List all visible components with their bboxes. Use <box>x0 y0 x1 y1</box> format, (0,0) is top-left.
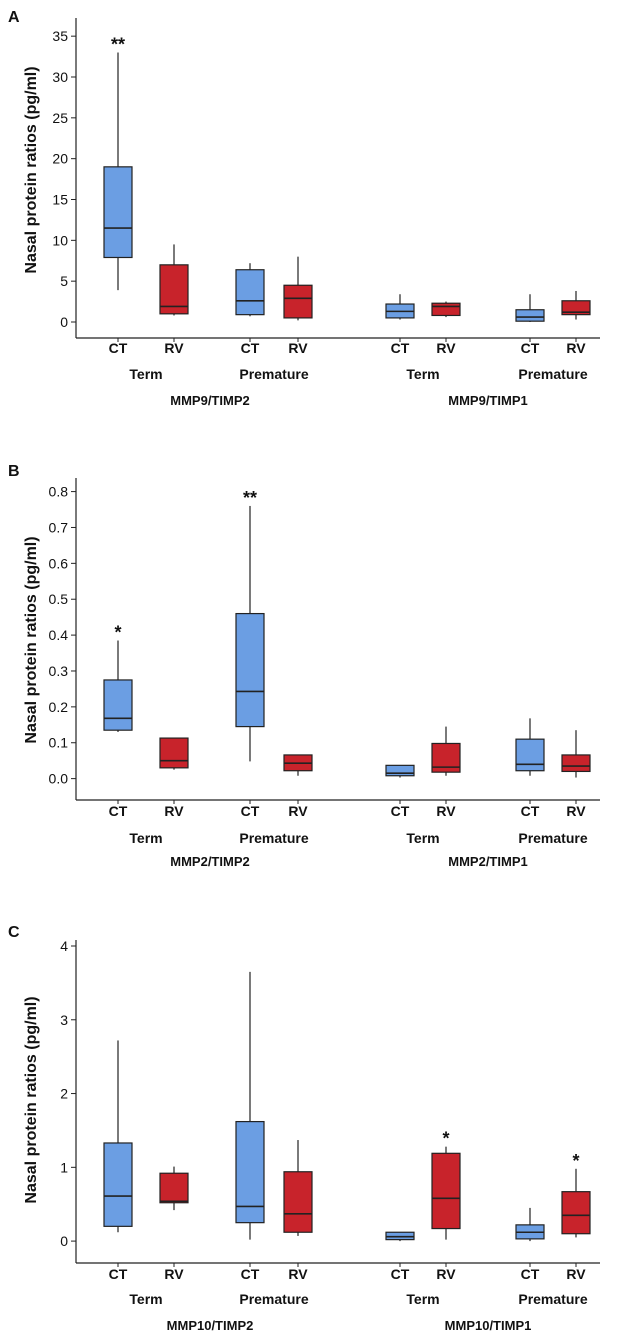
panel-a-ratio-label: MMP9/TIMP1 <box>448 393 527 408</box>
panel-a-mmp9-timp2-premature-rv-xtick-label: RV <box>288 340 308 356</box>
panel-a-mmp9-timp1-premature-rv-xtick-label: RV <box>566 340 586 356</box>
panel-a-mmp9-timp1-premature-rv-box <box>561 300 591 316</box>
panel-c-ratio-label: MMP10/TIMP1 <box>445 1318 532 1333</box>
panel-b-mmp2-timp2-premature-ct-significance: ** <box>243 488 257 508</box>
panel-a-ratio-label: MMP9/TIMP2 <box>170 393 249 408</box>
panel-a-mmp9-timp2-term-ct-xtick-label: CT <box>109 340 128 356</box>
panel-c-group-label: Premature <box>239 1291 308 1307</box>
panel-a-ytick-label: 15 <box>52 192 68 208</box>
panel-a-letter: A <box>8 9 20 26</box>
panel-b-ytick-label: 0.1 <box>49 735 69 751</box>
panel-b-mmp2-timp1-premature-ct-xtick-label: CT <box>521 803 540 819</box>
panel-b-mmp2-timp2-premature-ct-xtick-label: CT <box>241 803 260 819</box>
panel-a-mmp9-timp1-premature-ct-xtick-label: CT <box>521 340 540 356</box>
panel-c-mmp10-timp2-term-rv-xtick-label: RV <box>164 1266 184 1282</box>
panel-c-mmp10-timp2-term-ct-xtick-label: CT <box>109 1266 128 1282</box>
panel-a-ytick-label: 5 <box>60 273 68 289</box>
panel-c-ytick-label: 2 <box>60 1086 68 1102</box>
panel-c-letter: C <box>8 924 20 941</box>
panel-b-mmp2-timp1-premature-rv-box <box>561 754 591 773</box>
panel-c-mmp10-timp1-premature-rv-xtick-label: RV <box>566 1266 586 1282</box>
panel-b-mmp2-timp1-term-rv-xtick-label: RV <box>436 803 456 819</box>
panel-b-ytick-label: 0.2 <box>49 699 69 715</box>
panel-a-ytick-label: 20 <box>52 151 68 167</box>
panel-a-ytick-label: 25 <box>52 110 68 126</box>
panel-a-ytick-label: 10 <box>52 232 68 248</box>
panel-b-mmp2-timp1-premature-rv-xtick-label: RV <box>566 803 586 819</box>
panel-b-group-label: Term <box>406 830 439 846</box>
panel-a-mmp9-timp2-term-rv-box <box>159 264 189 315</box>
panel-a-ytick-label: 35 <box>52 28 68 44</box>
panel-b-mmp2-timp2-term-ct-significance: * <box>114 622 121 642</box>
panel-c-mmp10-timp1-term-ct-xtick-label: CT <box>391 1266 410 1282</box>
panel-c-mmp10-timp1-term-rv-significance: * <box>442 1129 449 1149</box>
panel-b-mmp2-timp1-term-ct-box <box>385 764 415 777</box>
panel-a-group-label: Premature <box>239 366 308 382</box>
panel-b-ytick-label: 0.3 <box>49 663 69 679</box>
panel-a-mmp9-timp2-premature-rv-box <box>283 284 313 319</box>
panel-c-mmp10-timp2-term-rv-box <box>159 1172 189 1204</box>
panel-c-group-label: Premature <box>518 1291 587 1307</box>
panel-b-mmp2-timp2-premature-ct-box <box>235 612 265 728</box>
panel-a-mmp9-timp2-premature-ct-box <box>235 269 265 316</box>
panel-c-mmp10-timp1-term-rv-xtick-label: RV <box>436 1266 456 1282</box>
panel-b-group-label: Term <box>129 830 162 846</box>
panel-b-mmp2-timp2-term-ct-xtick-label: CT <box>109 803 128 819</box>
panel-c-mmp10-timp1-premature-ct-xtick-label: CT <box>521 1266 540 1282</box>
panel-c-mmp10-timp1-premature-rv-box <box>561 1191 591 1235</box>
panel-b-mmp2-timp1-premature-ct-box <box>515 738 545 772</box>
panel-c-mmp10-timp1-premature-rv-significance: * <box>572 1151 579 1171</box>
panel-b-ylabel: Nasal protein ratios (pg/ml) <box>23 536 40 743</box>
panel-a-ytick-label: 0 <box>60 314 68 330</box>
panel-c-mmp10-timp2-premature-rv-box <box>283 1171 313 1233</box>
panel-b-mmp2-timp2-term-rv-xtick-label: RV <box>164 803 184 819</box>
panel-c-mmp10-timp2-premature-rv-xtick-label: RV <box>288 1266 308 1282</box>
panel-c-mmp10-timp2-premature-ct-xtick-label: CT <box>241 1266 260 1282</box>
panel-c-group-label: Term <box>406 1291 439 1307</box>
panel-c-ytick-label: 0 <box>60 1233 68 1249</box>
panel-b-mmp2-timp1-term-ct-xtick-label: CT <box>391 803 410 819</box>
panel-a-mmp9-timp1-term-rv-box <box>431 302 461 317</box>
panel-b-ytick-label: 0.8 <box>49 484 69 500</box>
panel-a-mmp9-timp1-term-rv-xtick-label: RV <box>436 340 456 356</box>
panel-a-ytick-label: 30 <box>52 69 68 85</box>
panel-b-mmp2-timp2-term-rv-box <box>159 737 189 769</box>
panel-b-ytick-label: 0.4 <box>49 627 69 643</box>
panel-c-ytick-label: 4 <box>60 938 68 954</box>
panel-c-mmp10-timp2-term-ct-box <box>103 1142 133 1227</box>
panel-b-ytick-label: 0.5 <box>49 591 69 607</box>
panel-a-mmp9-timp1-term-ct-xtick-label: CT <box>391 340 410 356</box>
panel-c-ytick-label: 3 <box>60 1012 68 1028</box>
panel-c-ratio-label: MMP10/TIMP2 <box>167 1318 254 1333</box>
panel-b-ytick-label: 0.6 <box>49 555 69 571</box>
panel-b-group-label: Premature <box>239 830 308 846</box>
panel-a-mmp9-timp2-term-ct-box <box>103 166 133 259</box>
panel-c-mmp10-timp1-term-rv-box <box>431 1152 461 1230</box>
panel-c-mmp10-timp2-premature-ct-box <box>235 1120 265 1224</box>
panel-b-mmp2-timp2-term-ct-box <box>103 679 133 731</box>
panel-c-group-label: Term <box>129 1291 162 1307</box>
panel-c-ytick-label: 1 <box>60 1159 68 1175</box>
panel-a-group-label: Premature <box>518 366 587 382</box>
panel-b-ytick-label: 0.7 <box>49 519 69 535</box>
panel-a-ylabel: Nasal protein ratios (pg/ml) <box>23 66 40 273</box>
panel-c-ylabel: Nasal protein ratios (pg/ml) <box>23 996 40 1203</box>
panel-b-letter: B <box>8 463 20 480</box>
panel-b-mmp2-timp2-premature-rv-xtick-label: RV <box>288 803 308 819</box>
panel-b-ratio-label: MMP2/TIMP1 <box>448 854 527 869</box>
panel-b-group-label: Premature <box>518 830 587 846</box>
panel-a-group-label: Term <box>406 366 439 382</box>
panel-b-ytick-label: 0.0 <box>49 771 69 787</box>
panel-a-mmp9-timp2-term-ct-significance: ** <box>111 35 125 55</box>
panel-a-mmp9-timp2-premature-ct-xtick-label: CT <box>241 340 260 356</box>
panel-b-ratio-label: MMP2/TIMP2 <box>170 854 249 869</box>
panel-a-group-label: Term <box>129 366 162 382</box>
panel-a-mmp9-timp1-premature-ct-box <box>515 309 545 322</box>
panel-a-mmp9-timp2-term-rv-xtick-label: RV <box>164 340 184 356</box>
